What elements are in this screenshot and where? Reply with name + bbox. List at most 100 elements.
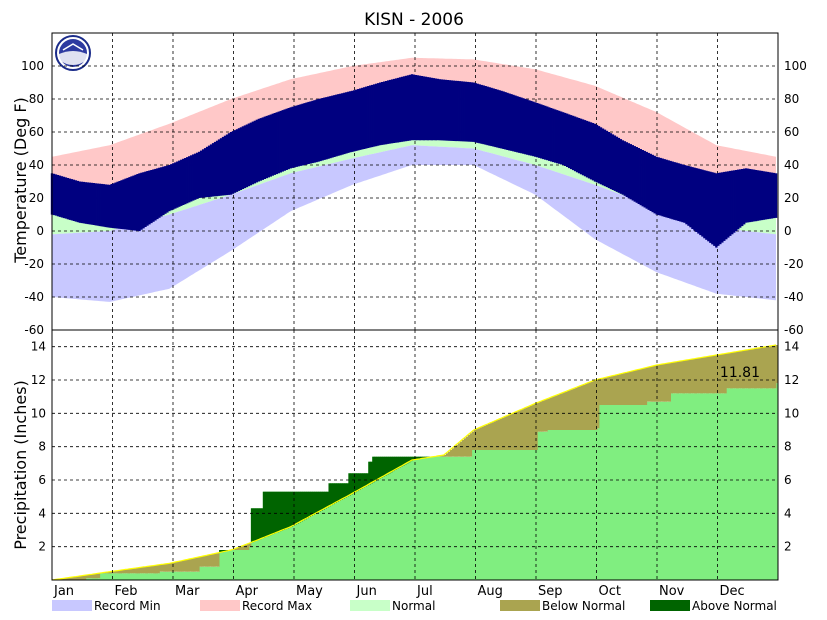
observed-temp-bar — [223, 135, 227, 196]
above-normal-segment — [421, 456, 425, 459]
observed-temp-bar — [733, 170, 736, 233]
below-normal-segment — [240, 546, 244, 550]
below-normal-segment — [624, 372, 628, 405]
observed-temp-bar — [343, 92, 346, 155]
precipitation-panel: 2 2 4 4 6 6 8 8 10 10 12 12 14 14 11.81 — [31, 329, 799, 581]
below-normal-segment — [479, 427, 483, 450]
below-normal-segment — [664, 363, 668, 402]
observed-temp-bar — [86, 182, 89, 225]
below-normal-segment — [513, 412, 516, 450]
observed-temp-bar — [249, 122, 253, 186]
observed-temp-bar — [468, 82, 471, 142]
observed-temp-bar — [746, 168, 750, 223]
temp-tick-label-right: 40 — [784, 158, 799, 172]
observed-temp-bar — [207, 145, 211, 197]
below-normal-segment — [620, 373, 624, 405]
observed-temp-bar — [756, 170, 760, 221]
above-normal-segment — [280, 491, 284, 531]
below-normal-segment — [131, 568, 134, 574]
observed-temp-bar — [472, 82, 475, 142]
above-normal-segment — [382, 456, 385, 477]
above-normal-segment — [360, 473, 363, 489]
below-normal-segment — [159, 564, 162, 572]
below-normal-segment — [71, 577, 75, 580]
observed-temp-bar — [627, 143, 631, 199]
below-normal-segment — [666, 363, 669, 402]
observed-temp-bar — [540, 104, 543, 159]
above-normal-segment — [388, 456, 391, 474]
below-normal-segment — [750, 349, 753, 389]
month-label: Aug — [478, 584, 503, 599]
observed-temp-bar — [406, 75, 410, 141]
below-normal-segment — [670, 362, 673, 394]
observed-temp-bar — [229, 132, 233, 195]
observed-temp-bar — [657, 157, 660, 216]
observed-temp-bar — [221, 136, 225, 196]
observed-temp-bar — [764, 171, 768, 220]
observed-temp-bar — [532, 101, 535, 157]
observed-temp-bar — [168, 165, 171, 212]
observed-temp-bar — [359, 88, 362, 150]
below-normal-segment — [519, 410, 522, 450]
observed-temp-bar — [116, 181, 119, 229]
below-normal-segment — [662, 364, 666, 402]
temp-tick-label-right: 100 — [784, 59, 807, 73]
below-normal-segment — [531, 405, 534, 450]
below-normal-segment — [577, 387, 580, 430]
observed-temp-bar — [609, 133, 613, 190]
observed-temp-bar — [140, 172, 143, 230]
below-normal-segment — [451, 448, 455, 457]
month-label: Apr — [236, 584, 259, 599]
month-label: Feb — [115, 584, 138, 599]
observed-temp-bar — [325, 97, 328, 160]
observed-temp-bar — [309, 101, 312, 164]
above-normal-segment — [410, 456, 413, 462]
observed-temp-bar — [197, 151, 201, 198]
observed-temp-bar — [681, 164, 684, 223]
temp-tick-label-right: -20 — [784, 257, 804, 271]
observed-temp-bar — [373, 84, 376, 147]
observed-temp-bar — [577, 118, 581, 174]
observed-temp-bar — [671, 161, 674, 220]
observed-temp-bar — [667, 160, 670, 218]
observed-temp-bar — [118, 181, 121, 229]
observed-temp-bar — [631, 145, 634, 201]
observed-temp-bar — [225, 134, 229, 196]
below-normal-segment — [69, 577, 73, 580]
observed-temp-bar — [295, 105, 298, 167]
below-normal-segment — [632, 370, 636, 405]
observed-temp-bar — [444, 79, 448, 141]
observed-temp-bar — [199, 150, 203, 198]
below-normal-segment — [764, 347, 767, 389]
observed-temp-bar — [651, 154, 654, 213]
below-normal-segment — [616, 374, 620, 405]
below-normal-segment — [441, 455, 445, 457]
above-normal-segment — [288, 491, 292, 528]
observed-temp-bar — [432, 78, 436, 141]
legend-label: Below Normal — [542, 599, 625, 613]
observed-temp-bar — [669, 160, 672, 219]
observed-temp-bar — [128, 177, 131, 230]
observed-temp-bar — [215, 140, 219, 197]
observed-temp-bar — [617, 137, 621, 193]
below-normal-segment — [680, 361, 683, 394]
above-normal-segment — [380, 456, 383, 478]
observed-temp-bar — [462, 81, 465, 142]
above-normal-segment — [342, 483, 345, 499]
observed-temp-bar — [484, 86, 487, 145]
legend-swatch — [500, 600, 540, 611]
below-normal-segment — [575, 387, 578, 430]
observed-temp-bar — [498, 90, 501, 149]
legend: Record Min Record Max Normal Below Normal Ab… — [52, 599, 777, 613]
below-normal-segment — [147, 566, 150, 574]
below-normal-segment — [119, 570, 123, 574]
observed-temp-bar — [52, 173, 56, 216]
below-normal-segment — [682, 360, 685, 394]
below-normal-segment — [654, 365, 658, 402]
above-normal-segment — [219, 550, 222, 553]
above-normal-segment — [314, 491, 317, 514]
observed-temp-bar — [442, 79, 446, 141]
observed-temp-bar — [452, 80, 455, 141]
observed-temp-bar — [717, 172, 720, 246]
precip-tick-label-left: 10 — [31, 406, 46, 420]
